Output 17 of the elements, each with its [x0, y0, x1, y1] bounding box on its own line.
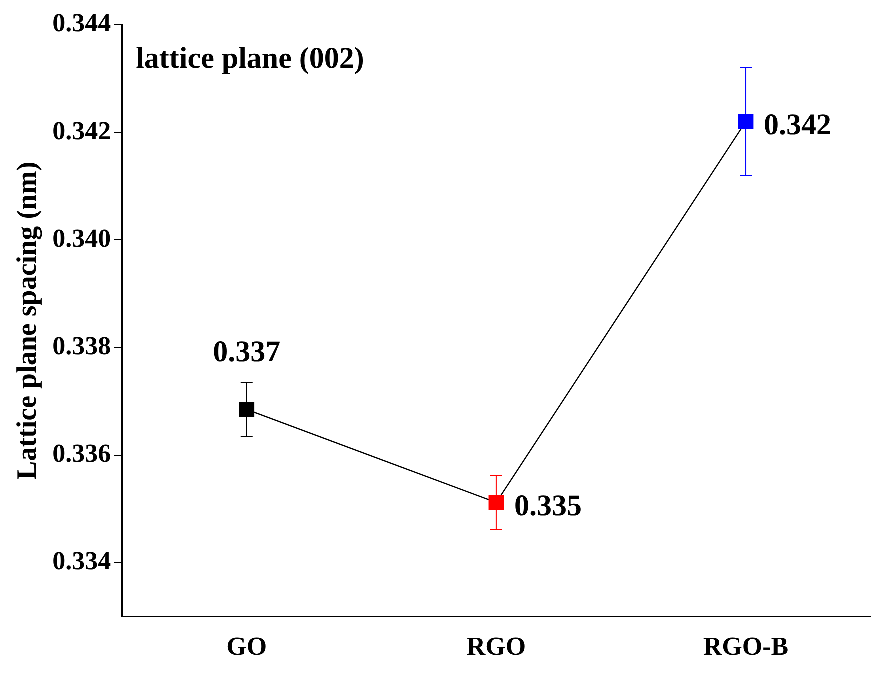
y-tick-label: 0.344 — [52, 8, 112, 38]
point — [738, 114, 754, 130]
point — [239, 402, 255, 418]
y-tick-label: 0.336 — [52, 439, 112, 468]
x-tick-label: GO — [226, 632, 268, 662]
y-tick-label: 0.334 — [52, 546, 112, 576]
y-tick-label: 0.340 — [52, 224, 112, 253]
data-label: 0.335 — [514, 489, 582, 522]
x-tick-label: RGO-B — [703, 632, 789, 662]
point — [488, 495, 504, 510]
text: lattice plane (002) — [136, 42, 364, 75]
data-label: 0.337 — [213, 336, 281, 369]
y-tick-label: 0.342 — [52, 116, 112, 146]
data-label: 0.342 — [764, 108, 832, 142]
x-tick-label: RGO — [466, 632, 526, 662]
y-axis-title: Lattice plane spacing (nm) — [12, 162, 44, 480]
y-tick-label: 0.338 — [52, 332, 112, 361]
